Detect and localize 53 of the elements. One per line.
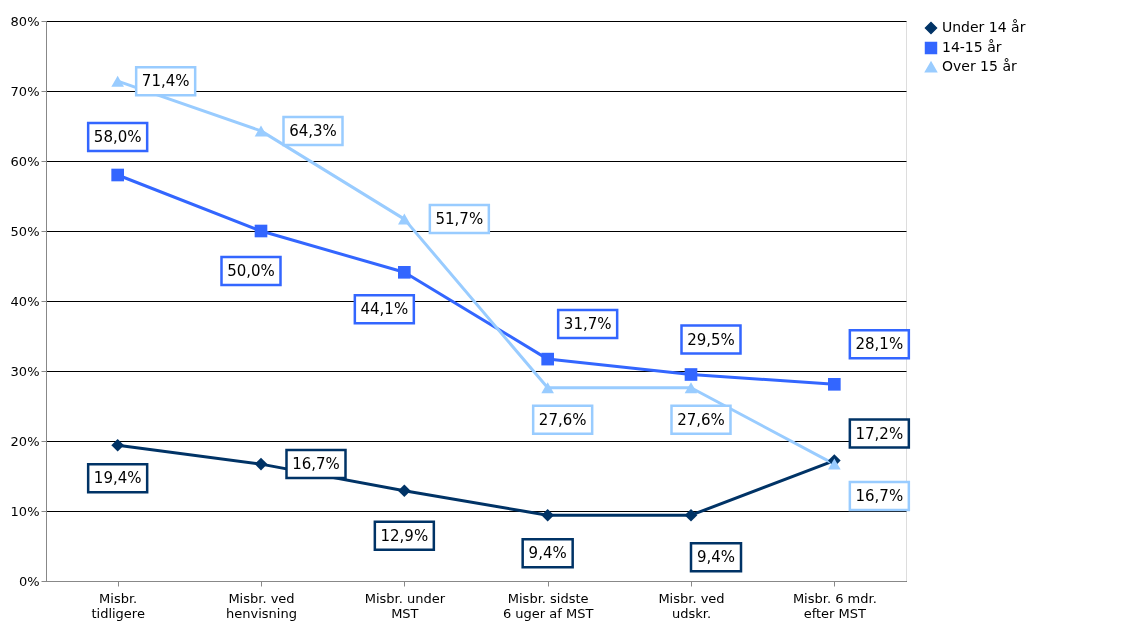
data-label: 19,4% <box>93 469 142 488</box>
data-label: 27,6% <box>538 410 587 429</box>
point <box>541 352 554 366</box>
point <box>111 168 124 182</box>
y-tick-label: 10% <box>10 503 40 519</box>
y-tick-label: 30% <box>10 363 40 379</box>
data-label: 64,3% <box>289 121 337 140</box>
data-label: 44,1% <box>360 300 409 319</box>
data-label: 71,4% <box>141 72 190 91</box>
y-tick-label: 40% <box>10 293 40 309</box>
point <box>398 484 411 498</box>
x-tick-label: Misbr. ved henvisning <box>226 590 297 621</box>
x-tick-label: Misbr. 6 mdr. efter MST <box>792 590 877 621</box>
legend-label: 14-15 år <box>942 39 1002 55</box>
data-label: 16,7% <box>855 487 904 506</box>
point <box>254 224 268 238</box>
point <box>828 458 841 470</box>
point <box>111 75 124 87</box>
data-label: 9,4% <box>528 544 567 563</box>
point <box>541 382 554 394</box>
x-tick-label: Misbr. ved udskr. <box>658 590 725 621</box>
data-label: 9,4% <box>696 548 736 567</box>
point <box>254 457 268 471</box>
point <box>398 265 411 279</box>
data-label: 58,0% <box>93 128 142 146</box>
point <box>541 508 554 522</box>
data-label: 27,6% <box>677 410 725 429</box>
x-tick-label: Misbr. sidste 6 uger af MST <box>502 590 594 621</box>
y-tick-label: 0% <box>18 573 40 589</box>
data-label: 17,2% <box>855 424 904 443</box>
data-label: 31,7% <box>563 315 612 334</box>
y-tick-label: 50% <box>10 223 40 239</box>
data-label: 12,9% <box>380 526 429 545</box>
y-tick-label: 60% <box>10 153 40 169</box>
y-tick-label: 70% <box>10 83 40 99</box>
x-tick-label: Misbr. under MST <box>364 590 446 621</box>
y-tick-label: 80% <box>10 13 40 29</box>
point <box>254 125 268 137</box>
legend-label: Under 14 år <box>942 19 1026 35</box>
data-label: 16,7% <box>292 455 340 474</box>
y-tick-label: 20% <box>10 433 40 449</box>
x-tick-label: Misbr. tidligere <box>91 590 145 621</box>
data-label: 50,0% <box>227 262 275 280</box>
data-label: 51,7% <box>435 210 484 229</box>
point <box>111 438 124 452</box>
legend-label: Over 15 år <box>942 58 1017 74</box>
point <box>684 368 698 381</box>
data-label: 28,1% <box>855 335 904 354</box>
point <box>828 377 841 391</box>
point <box>398 213 411 225</box>
point <box>684 382 698 394</box>
point <box>684 508 698 522</box>
data-label: 29,5% <box>687 330 735 349</box>
